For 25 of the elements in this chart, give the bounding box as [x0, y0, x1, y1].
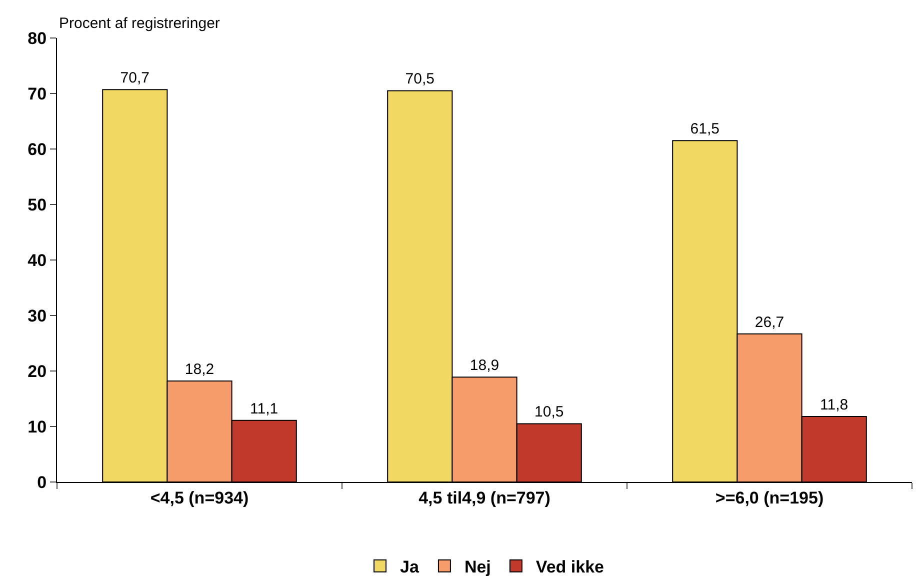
x-tick-label: >=6,0 (n=195)	[715, 488, 824, 508]
legend-label: Ved ikke	[536, 558, 604, 577]
y-tick-label: 10	[28, 417, 47, 436]
y-tick-label: 30	[28, 306, 47, 326]
data-label: 11,8	[820, 396, 848, 414]
x-tick-label: <4,5 (n=934)	[150, 488, 249, 508]
y-tick-label: 70	[28, 84, 47, 104]
y-tick-label: 60	[28, 140, 47, 159]
data-label: 11,1	[250, 400, 278, 418]
data-label: 70,7	[120, 70, 150, 87]
y-tick-label: 20	[28, 362, 47, 381]
data-label: 61,5	[690, 120, 720, 138]
y-tick-label: 80	[28, 28, 47, 48]
legend-label: Nej	[464, 558, 491, 577]
y-tick-label: 50	[28, 195, 47, 214]
x-tick-label: 4,5 til4,9 (n=797)	[418, 488, 550, 508]
data-label: 70,5	[405, 70, 434, 88]
data-label: 10,5	[534, 404, 564, 421]
y-tick-label: 40	[28, 250, 47, 270]
data-label: 18,9	[470, 357, 500, 374]
legend-label: Ja	[400, 558, 420, 577]
y-axis-title: Procent af registreringer	[59, 15, 220, 32]
y-tick-label: 0	[37, 472, 47, 492]
data-label: 18,2	[184, 360, 214, 378]
data-label: 26,7	[754, 314, 784, 331]
